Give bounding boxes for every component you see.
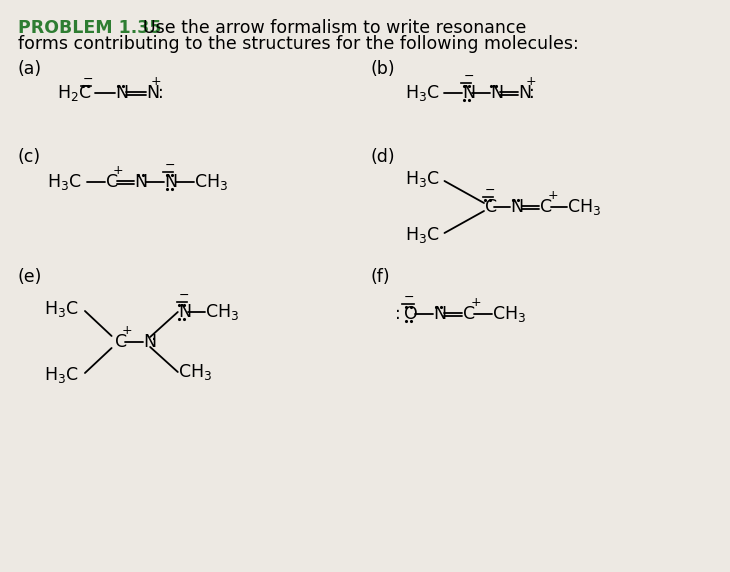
Text: $\mathsf{C}$: $\mathsf{C}$ (539, 198, 553, 216)
Text: $\mathsf{CH_3}$: $\mathsf{CH_3}$ (205, 302, 239, 322)
Text: $\mathsf{H_3C}$: $\mathsf{H_3C}$ (405, 83, 439, 103)
Text: $\mathsf{O}$: $\mathsf{O}$ (403, 305, 418, 323)
Text: $\mathsf{C}$: $\mathsf{C}$ (484, 198, 497, 216)
Text: $\mathsf{C}$: $\mathsf{C}$ (104, 173, 118, 191)
Text: $\mathsf{N}$: $\mathsf{N}$ (134, 173, 147, 191)
Text: $\mathsf{N}$: $\mathsf{N}$ (462, 84, 476, 102)
Text: $\mathsf{CH_3}$: $\mathsf{CH_3}$ (492, 304, 526, 324)
Text: $\mathsf{CH_3}$: $\mathsf{CH_3}$ (178, 362, 212, 382)
Text: +: + (548, 189, 558, 202)
Text: $\mathsf{H_2C}$: $\mathsf{H_2C}$ (57, 83, 92, 103)
Text: (e): (e) (18, 268, 42, 286)
Text: +: + (121, 324, 132, 337)
Text: (d): (d) (370, 148, 395, 166)
Text: (a): (a) (18, 60, 42, 78)
Text: −: − (464, 70, 474, 83)
Text: (b): (b) (370, 60, 395, 78)
Text: +: + (151, 75, 162, 88)
Text: $\mathsf{C}$: $\mathsf{C}$ (114, 333, 127, 351)
Text: $\mathsf{CH_3}$: $\mathsf{CH_3}$ (193, 172, 228, 192)
Text: $\mathsf{CH_3}$: $\mathsf{CH_3}$ (567, 197, 601, 217)
Text: $\mathsf{H_3C}$: $\mathsf{H_3C}$ (45, 299, 79, 319)
Text: −: − (179, 289, 189, 302)
Text: :: : (529, 84, 535, 102)
Text: :: : (158, 84, 164, 102)
Text: $\mathsf{H_3C}$: $\mathsf{H_3C}$ (405, 225, 439, 245)
Text: $\mathsf{N}$: $\mathsf{N}$ (178, 303, 191, 321)
Text: :: : (151, 333, 157, 351)
Text: (f): (f) (370, 268, 390, 286)
Text: $\mathsf{N}$: $\mathsf{N}$ (115, 84, 128, 102)
Text: $\mathsf{N}$: $\mathsf{N}$ (510, 198, 523, 216)
Text: −: − (485, 184, 496, 197)
Text: $\mathsf{N}$: $\mathsf{N}$ (143, 333, 157, 351)
Text: :: : (395, 305, 401, 323)
Text: Use the arrow formalism to write resonance: Use the arrow formalism to write resonan… (132, 19, 527, 37)
Text: (c): (c) (18, 148, 41, 166)
Text: $\mathsf{H_3C}$: $\mathsf{H_3C}$ (47, 172, 82, 192)
Text: +: + (526, 75, 536, 88)
Text: $\mathsf{N}$: $\mathsf{N}$ (146, 84, 160, 102)
Text: $\mathsf{H_3C}$: $\mathsf{H_3C}$ (405, 169, 439, 189)
Text: $\mathsf{N}$: $\mathsf{N}$ (433, 305, 446, 323)
Text: $\mathsf{H_3C}$: $\mathsf{H_3C}$ (45, 365, 79, 385)
Text: $\mathsf{C}$: $\mathsf{C}$ (462, 305, 475, 323)
Text: +: + (112, 164, 123, 177)
Text: +: + (470, 296, 481, 309)
Text: $\mathsf{N}$: $\mathsf{N}$ (518, 84, 531, 102)
Text: $\mathsf{N}$: $\mathsf{N}$ (164, 173, 177, 191)
Text: −: − (83, 73, 93, 86)
Text: forms contributing to the structures for the following molecules:: forms contributing to the structures for… (18, 35, 579, 53)
Text: −: − (404, 291, 415, 304)
Text: PROBLEM 1.35: PROBLEM 1.35 (18, 19, 161, 37)
Text: −: − (165, 159, 175, 172)
Text: $\mathsf{N}$: $\mathsf{N}$ (490, 84, 503, 102)
